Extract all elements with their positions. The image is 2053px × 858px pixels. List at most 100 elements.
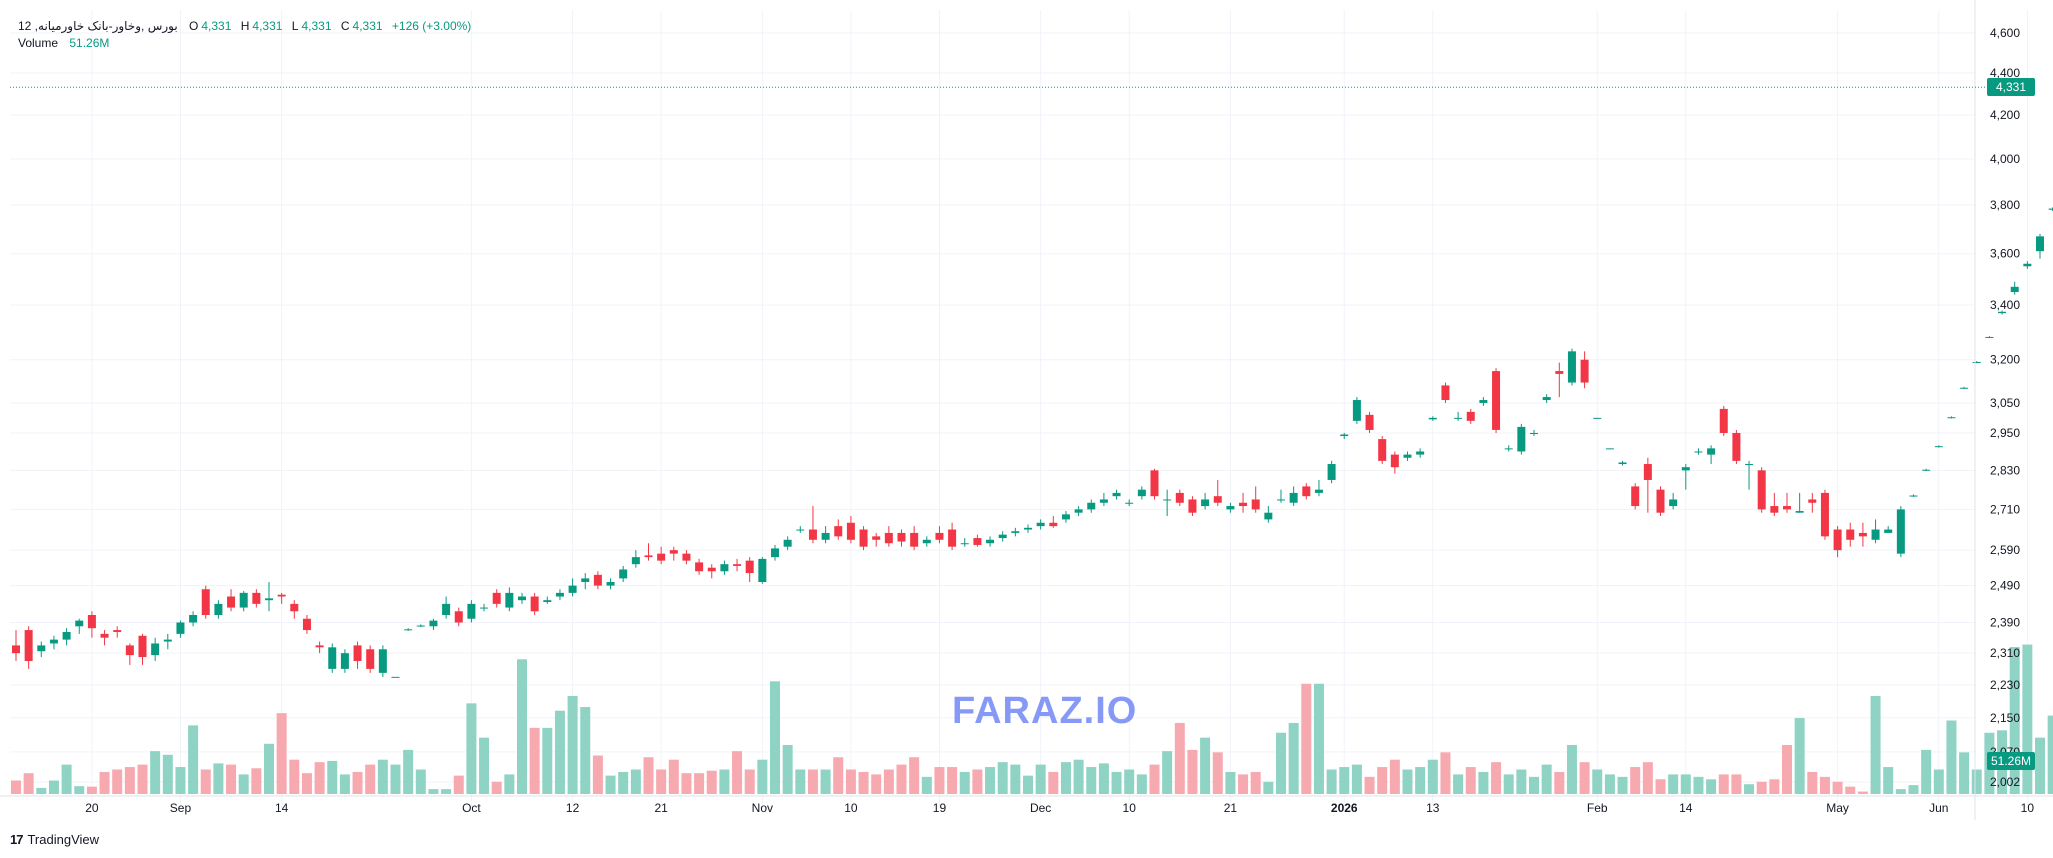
y-tick-label: 2,150: [1990, 711, 2020, 725]
volume-bar: [188, 725, 199, 794]
volume-bar: [985, 767, 996, 794]
volume-bars: [11, 644, 2053, 794]
volume-bar: [352, 771, 363, 794]
candle-body: [492, 592, 501, 604]
y-tick-label: 3,050: [1990, 396, 2020, 410]
candle-body: [1745, 464, 1754, 466]
x-tick-label: Dec: [1030, 801, 1051, 815]
volume-bar: [1959, 752, 1970, 794]
x-tick-label: 21: [1224, 801, 1238, 815]
candle-body: [960, 543, 969, 545]
candle-body: [1934, 446, 1943, 448]
candle-body: [1631, 486, 1640, 507]
volume-bar: [1933, 769, 1944, 794]
x-tick-label: 14: [1679, 801, 1693, 815]
candle-body: [151, 643, 160, 656]
volume-bar: [327, 760, 338, 794]
tradingview-brand[interactable]: 17 TradingView: [10, 832, 99, 847]
volume-bar: [1971, 769, 1982, 794]
volume-bar: [2022, 644, 2033, 794]
volume-bar: [1845, 786, 1856, 794]
low-label: L: [291, 19, 299, 33]
volume-bar: [567, 696, 578, 794]
volume-bar: [1921, 749, 1932, 794]
last-price-badge: 4,331: [1987, 78, 2035, 97]
candle-body: [353, 645, 362, 661]
symbol-name[interactable]: 12 ,بورس ,وخاور-بانک خاورمیانه: [18, 19, 178, 33]
candle-body: [1820, 492, 1829, 537]
volume-bar: [1339, 767, 1350, 794]
candle-body: [2036, 236, 2044, 252]
candle-body: [834, 526, 843, 537]
candle-body: [1061, 514, 1070, 520]
volume-label[interactable]: Volume: [18, 36, 59, 50]
candle-body: [1732, 432, 1741, 461]
high-value: 4,331: [252, 19, 283, 33]
volume-bar: [1832, 781, 1843, 794]
candle-body: [619, 569, 628, 579]
candle-body: [846, 522, 855, 540]
candle-body: [859, 529, 868, 547]
candle-body: [884, 532, 893, 544]
volume-bar: [1630, 767, 1641, 794]
candle-body: [1593, 417, 1602, 419]
y-tick-label: 4,000: [1990, 152, 2020, 166]
volume-bar: [1541, 764, 1552, 794]
candle-body: [745, 560, 754, 574]
candle-body: [1378, 439, 1387, 461]
candle-body: [480, 607, 489, 609]
volume-bar: [377, 759, 388, 794]
y-tick-label: 4,200: [1990, 108, 2020, 122]
candle-body: [416, 625, 425, 627]
candle-body: [1175, 492, 1184, 503]
y-tick-label: 4,600: [1990, 26, 2020, 40]
candle-body: [733, 564, 742, 566]
candle-body: [897, 532, 906, 542]
candle-body: [1580, 359, 1589, 383]
volume-bar: [694, 773, 705, 794]
candle-body: [1365, 414, 1374, 430]
candle-body: [1466, 411, 1475, 421]
y-tick-label: 2,710: [1990, 502, 2020, 516]
volume-bar: [1377, 767, 1388, 794]
volume-bar: [1136, 774, 1147, 794]
candle-body: [530, 596, 539, 612]
low-value: 4,331: [301, 19, 332, 33]
candle-body: [1074, 509, 1083, 513]
volume-bar: [1592, 769, 1603, 794]
candle-body: [328, 647, 337, 669]
volume-bar: [1491, 762, 1502, 794]
volume-bar: [1782, 745, 1792, 794]
y-tick-label: 2,230: [1990, 678, 2020, 692]
candle-body: [366, 649, 375, 669]
x-tick-label: Jun: [1929, 801, 1948, 815]
candle-body: [1416, 451, 1425, 455]
volume-bar: [1389, 759, 1400, 794]
volume-bar: [1124, 769, 1135, 794]
volume-bar: [1440, 752, 1451, 794]
candle-body: [1567, 351, 1576, 383]
candle-body: [315, 645, 324, 648]
candle-body: [227, 596, 236, 608]
close-value: 4,331: [352, 19, 383, 33]
volume-bar: [150, 751, 161, 794]
candle-body: [2010, 286, 2019, 293]
candle-body: [1707, 448, 1716, 455]
volume-row: Volume 51.26M: [18, 35, 477, 52]
volume-bar: [858, 771, 869, 794]
candle-body: [1251, 499, 1260, 510]
candle-body: [100, 633, 109, 638]
volume-bar: [1035, 764, 1046, 794]
candle-body: [1681, 467, 1690, 471]
volume-bar: [529, 727, 540, 794]
candle-body: [87, 615, 96, 629]
volume-bar: [1617, 776, 1628, 794]
candle-body: [1833, 529, 1842, 551]
candle-body: [1352, 400, 1361, 421]
candle-body: [758, 558, 767, 582]
volume-bar: [466, 703, 477, 794]
volume-bar: [1023, 775, 1033, 794]
candle-body: [1289, 492, 1298, 503]
